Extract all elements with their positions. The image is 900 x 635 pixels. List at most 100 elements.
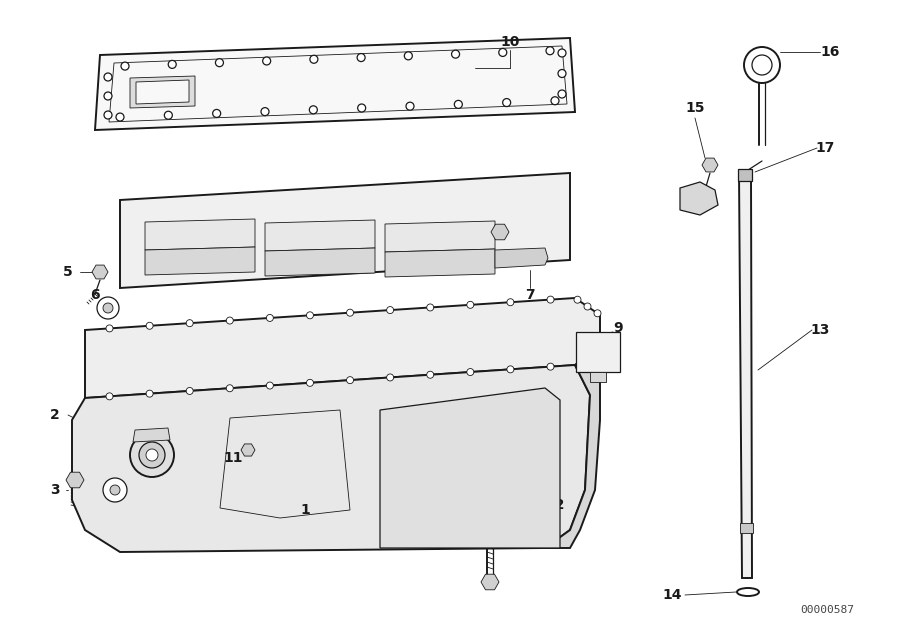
Polygon shape	[385, 221, 495, 252]
Circle shape	[744, 47, 780, 83]
Polygon shape	[385, 249, 495, 277]
Polygon shape	[545, 348, 600, 548]
Polygon shape	[680, 182, 718, 215]
Polygon shape	[136, 80, 189, 104]
Circle shape	[503, 98, 510, 107]
Circle shape	[452, 50, 460, 58]
Polygon shape	[702, 158, 718, 172]
Circle shape	[346, 309, 354, 316]
Polygon shape	[265, 248, 375, 276]
Circle shape	[103, 303, 113, 313]
Polygon shape	[491, 224, 509, 240]
Polygon shape	[133, 428, 170, 442]
Circle shape	[110, 485, 120, 495]
Text: 2: 2	[50, 408, 60, 422]
Circle shape	[97, 297, 119, 319]
Circle shape	[387, 374, 393, 381]
Circle shape	[507, 298, 514, 305]
Circle shape	[266, 314, 274, 321]
Text: 6: 6	[90, 288, 100, 302]
Circle shape	[103, 478, 127, 502]
Circle shape	[307, 312, 313, 319]
Polygon shape	[72, 365, 590, 552]
Text: 13: 13	[810, 323, 830, 337]
Polygon shape	[590, 372, 606, 382]
Circle shape	[186, 319, 194, 326]
Circle shape	[121, 62, 129, 70]
Circle shape	[146, 390, 153, 397]
Circle shape	[215, 58, 223, 67]
Circle shape	[165, 111, 172, 119]
Circle shape	[584, 303, 591, 310]
Circle shape	[574, 296, 581, 303]
Circle shape	[212, 109, 220, 117]
Circle shape	[752, 55, 772, 75]
Polygon shape	[66, 472, 84, 488]
Polygon shape	[576, 332, 620, 372]
Polygon shape	[95, 38, 575, 130]
Polygon shape	[738, 169, 752, 181]
Polygon shape	[85, 298, 600, 398]
Polygon shape	[739, 172, 752, 578]
Polygon shape	[740, 523, 753, 533]
Ellipse shape	[737, 588, 759, 596]
Circle shape	[104, 111, 112, 119]
Text: 12: 12	[545, 498, 565, 512]
Text: 15: 15	[685, 101, 705, 115]
Circle shape	[307, 379, 313, 386]
Circle shape	[558, 90, 566, 98]
Circle shape	[261, 107, 269, 116]
Polygon shape	[495, 248, 548, 268]
Circle shape	[594, 310, 601, 317]
Circle shape	[387, 307, 393, 314]
Circle shape	[310, 106, 318, 114]
Polygon shape	[120, 173, 570, 288]
Circle shape	[499, 48, 507, 57]
Circle shape	[266, 382, 274, 389]
Circle shape	[546, 47, 554, 55]
Text: 3: 3	[50, 483, 59, 497]
Polygon shape	[92, 265, 108, 279]
Circle shape	[310, 55, 318, 64]
Polygon shape	[130, 76, 195, 108]
Circle shape	[551, 97, 559, 105]
Text: 14: 14	[662, 588, 682, 602]
Circle shape	[547, 363, 554, 370]
Text: 11: 11	[223, 451, 243, 465]
Circle shape	[168, 60, 176, 69]
Text: 17: 17	[815, 141, 834, 155]
Circle shape	[357, 104, 365, 112]
Circle shape	[404, 52, 412, 60]
Polygon shape	[145, 247, 255, 275]
Text: 1: 1	[300, 503, 310, 517]
Text: 4: 4	[104, 483, 112, 497]
Circle shape	[186, 387, 194, 394]
Polygon shape	[380, 388, 560, 548]
Circle shape	[106, 325, 113, 332]
Circle shape	[104, 92, 112, 100]
Text: 5: 5	[63, 265, 73, 279]
Circle shape	[427, 304, 434, 311]
Polygon shape	[145, 219, 255, 250]
Circle shape	[226, 317, 233, 324]
Circle shape	[357, 53, 365, 62]
Polygon shape	[265, 220, 375, 251]
Circle shape	[346, 377, 354, 384]
Circle shape	[507, 366, 514, 373]
Text: 10: 10	[500, 35, 519, 49]
Circle shape	[139, 442, 165, 468]
Circle shape	[226, 385, 233, 392]
Circle shape	[146, 449, 158, 461]
Text: 16: 16	[820, 45, 840, 59]
Polygon shape	[481, 574, 499, 590]
Circle shape	[558, 69, 566, 77]
Circle shape	[427, 371, 434, 378]
Circle shape	[263, 57, 271, 65]
Circle shape	[104, 73, 112, 81]
Circle shape	[467, 368, 473, 375]
Circle shape	[106, 393, 113, 400]
Polygon shape	[241, 444, 255, 456]
Circle shape	[467, 302, 473, 309]
Text: 7: 7	[526, 288, 535, 302]
Circle shape	[547, 296, 554, 303]
